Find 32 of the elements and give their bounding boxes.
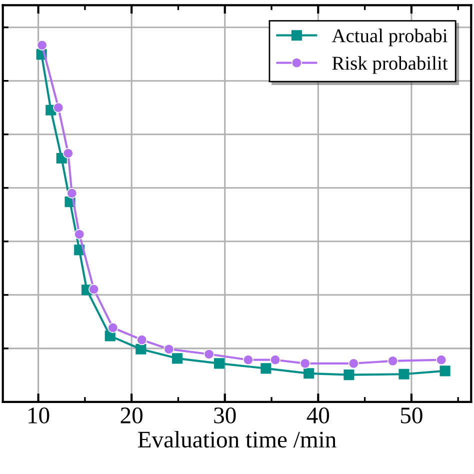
x-tick-label: 30: [214, 407, 236, 424]
point: [204, 348, 214, 360]
point: [344, 370, 354, 380]
point: [436, 354, 447, 366]
point: [398, 368, 410, 380]
x-tick-label: 40: [306, 407, 330, 424]
point: [242, 354, 254, 366]
point: [108, 322, 118, 334]
legend-label: Actual probabi: [332, 28, 448, 46]
point: [388, 356, 398, 366]
point: [66, 188, 78, 199]
point: [74, 228, 85, 240]
point: [53, 102, 64, 113]
point: [304, 368, 314, 379]
point: [62, 148, 74, 159]
x-tick-label: 20: [120, 407, 142, 424]
point: [136, 344, 146, 354]
legend-label: Risk probabilit: [332, 56, 448, 74]
point: [214, 358, 225, 369]
point: [88, 284, 100, 294]
point: [164, 344, 174, 354]
point: [260, 363, 272, 374]
point: [440, 366, 450, 376]
point: [270, 354, 281, 366]
x-axis-title: Evaluation time /min: [138, 431, 336, 448]
point: [36, 40, 48, 50]
point: [172, 353, 183, 364]
point: [348, 358, 359, 369]
point: [300, 358, 310, 369]
x-tick-label: 10: [28, 407, 50, 424]
point: [136, 334, 148, 346]
x-tick-label: 50: [401, 407, 422, 424]
